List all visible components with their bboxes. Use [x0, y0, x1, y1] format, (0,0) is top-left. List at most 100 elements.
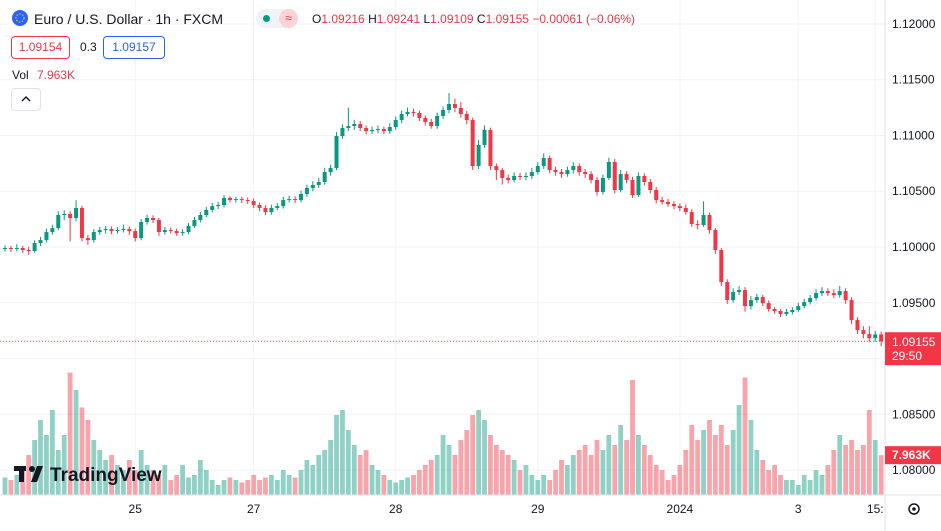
volume-bar — [872, 440, 878, 495]
settings-icon[interactable] — [908, 503, 920, 515]
volume-bar — [257, 480, 262, 495]
candle-body — [239, 199, 244, 201]
volume-bar — [32, 440, 37, 495]
price-pane — [3, 93, 884, 347]
candle-body — [180, 232, 185, 234]
x-tick-label: 25 — [129, 502, 143, 516]
candle-body — [79, 207, 84, 239]
volume-bar — [866, 410, 872, 495]
candle-body — [387, 127, 392, 132]
candle-body — [233, 199, 238, 201]
settings-icon[interactable] — [912, 507, 916, 511]
volume-bar — [310, 465, 316, 495]
logo-icon — [29, 466, 35, 472]
volume-bar — [393, 482, 399, 495]
candle-body — [725, 282, 730, 301]
volume-bar — [695, 440, 701, 495]
ohlc-letter: C — [476, 12, 486, 26]
collapse-button[interactable] — [11, 88, 41, 111]
settings-button[interactable] — [908, 503, 920, 515]
flag-icon — [12, 10, 28, 26]
data-status-icon[interactable]: ≈ — [279, 9, 298, 28]
countdown-label: 29:50 — [892, 349, 922, 363]
candle-body — [831, 293, 836, 296]
logo-icon — [31, 466, 43, 482]
candle-body — [210, 206, 215, 210]
y-tick-label: 1.11500 — [892, 73, 935, 87]
candle-body — [328, 168, 333, 173]
volume-bar — [381, 475, 387, 495]
volume-bar — [61, 435, 67, 495]
volume-bar — [387, 480, 393, 495]
volume-bar — [576, 450, 582, 495]
volume-bar — [245, 480, 251, 495]
volume-bar — [38, 420, 43, 495]
volume-bar — [760, 460, 766, 495]
candle-body — [506, 177, 511, 180]
volume-bar — [795, 485, 801, 495]
candle-body — [458, 107, 463, 114]
volume-bar — [428, 460, 434, 495]
logo-icon — [19, 466, 24, 482]
candle-body — [251, 201, 256, 206]
candle-body — [3, 248, 7, 250]
x-tick-label: 2024 — [667, 502, 694, 516]
candle-body — [760, 297, 765, 304]
candle-body — [547, 158, 552, 171]
candle-body — [743, 290, 747, 307]
volume-bar — [535, 480, 541, 495]
candle-body — [713, 230, 718, 251]
volume-bar — [452, 455, 458, 495]
ohlc-letter: H — [368, 12, 377, 26]
candle-body — [162, 230, 167, 233]
volume-bar — [203, 470, 209, 495]
candle-body — [618, 174, 623, 191]
volume-bar — [488, 435, 493, 495]
y-tick-label: 1.11000 — [892, 128, 935, 142]
volume-bar — [612, 445, 618, 495]
candle-body — [814, 293, 819, 299]
symbol-title[interactable]: Euro / U.S. Dollar · 1h · FXCM — [34, 11, 224, 27]
flag-icon — [15, 13, 25, 23]
volume-bar — [878, 455, 884, 495]
volume-bar — [168, 480, 174, 495]
volume-bar — [269, 475, 274, 495]
chevron-icon[interactable] — [21, 96, 31, 102]
candle-body — [174, 231, 179, 234]
candle-body — [227, 198, 232, 201]
candle-body — [849, 300, 854, 321]
candle-body — [133, 231, 138, 239]
candle-body — [44, 232, 49, 241]
x-tick-label: 28 — [389, 502, 403, 516]
candle-body — [299, 194, 303, 201]
volume-bar — [292, 477, 298, 495]
volume-bar — [606, 435, 612, 495]
volume-bar — [121, 470, 126, 495]
status-pill[interactable]: ≈ — [256, 9, 298, 28]
candle-body — [808, 298, 813, 303]
volume-bar — [505, 455, 511, 495]
candle-body — [689, 211, 694, 225]
volume-bar — [97, 450, 103, 495]
candle-body — [435, 115, 440, 127]
candle-body — [8, 248, 13, 250]
buy-button[interactable]: 1.09157 — [103, 36, 165, 59]
ohlc-letter: O — [312, 12, 322, 26]
volume-bar — [742, 377, 748, 495]
candle-body — [263, 207, 268, 212]
volume-bar — [227, 477, 233, 495]
volume-bar — [209, 480, 215, 495]
volume-bar — [772, 465, 777, 495]
volume-bar — [843, 445, 849, 495]
volume-bar — [180, 465, 185, 495]
candle-body — [837, 291, 842, 296]
candle-body — [121, 229, 126, 231]
sell-button[interactable]: 1.09154 — [11, 36, 70, 59]
volume-bar — [825, 465, 831, 495]
x-tick-label: 3 — [795, 502, 802, 516]
candle-body — [731, 292, 736, 301]
candle-body — [648, 181, 653, 191]
volume-bar — [713, 435, 718, 495]
volume-bar — [345, 430, 351, 495]
y-tick-label: 1.10000 — [892, 240, 936, 254]
